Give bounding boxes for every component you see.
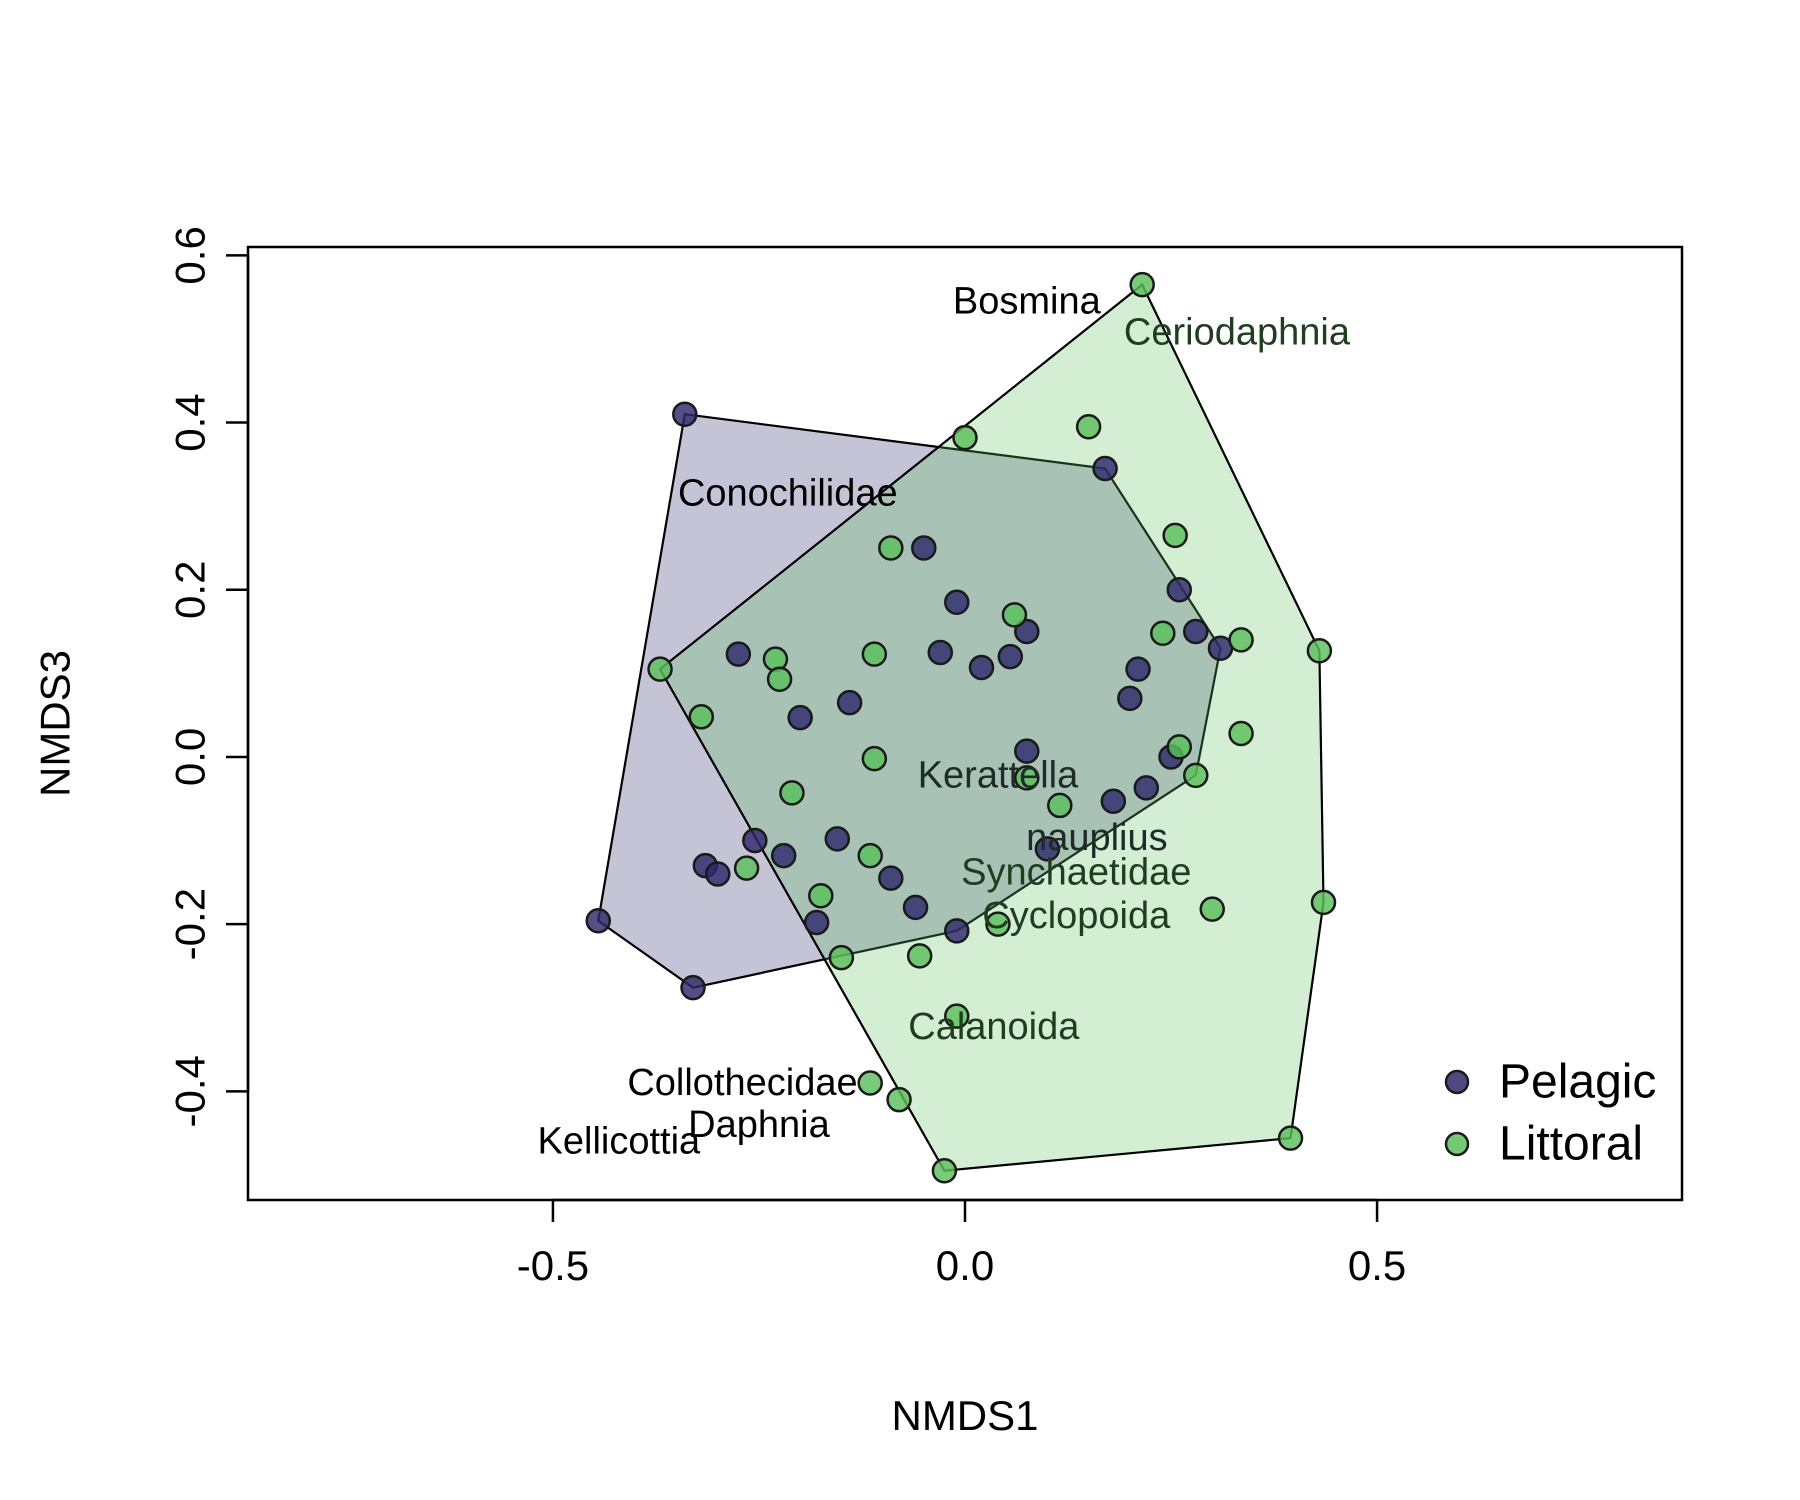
point-littoral	[857, 1070, 883, 1096]
point-littoral	[886, 1086, 912, 1113]
point-pelagic	[770, 842, 797, 869]
point-littoral	[1199, 896, 1225, 922]
point-littoral	[828, 944, 855, 971]
y-axis-title: NMDS3	[32, 650, 79, 797]
point-littoral	[1183, 762, 1209, 789]
point-pelagic	[787, 704, 813, 731]
point-littoral	[688, 704, 715, 730]
legend-label-pelagic: Pelagic	[1499, 1056, 1656, 1109]
point-littoral	[733, 855, 760, 881]
point-pelagic	[672, 401, 698, 427]
axis-layer: -0.5 0.0 0.5 -0.4 -0.2 0.0 0.2 0.4 0.6	[167, 226, 1407, 1289]
point-pelagic	[1092, 455, 1118, 482]
point-littoral	[779, 780, 805, 806]
species-label: Daphnia	[688, 1104, 830, 1146]
point-pelagic	[1117, 685, 1143, 712]
species-label: Kerattella	[918, 754, 1079, 796]
y-tick-label: 0.6	[167, 226, 214, 284]
point-pelagic	[1034, 836, 1061, 862]
point-pelagic	[1100, 788, 1127, 814]
x-tick-label: 0.5	[1348, 1242, 1406, 1289]
point-littoral	[1228, 720, 1254, 747]
point-littoral	[1047, 792, 1073, 819]
point-littoral	[931, 1157, 958, 1184]
point-pelagic	[911, 535, 937, 561]
species-label: Calanoida	[908, 1006, 1080, 1048]
y-tick-label: -0.2	[167, 888, 214, 960]
point-littoral	[1306, 638, 1333, 664]
point-pelagic	[725, 641, 752, 667]
species-label: Collothecidae	[627, 1062, 857, 1104]
species-label: Cyclopoida	[982, 895, 1171, 937]
species-label: Ceriodaphnia	[1124, 311, 1351, 353]
point-pelagic	[824, 826, 851, 852]
species-label: Kellicottia	[538, 1120, 701, 1162]
point-pelagic	[902, 894, 929, 921]
species-label: Synchaetidae	[961, 851, 1191, 893]
point-littoral	[1001, 602, 1028, 628]
point-littoral	[878, 535, 904, 561]
point-littoral	[861, 745, 888, 772]
point-littoral	[857, 842, 883, 869]
legend-swatch-pelagic	[1444, 1069, 1470, 1095]
point-littoral	[766, 666, 793, 692]
point-littoral	[1150, 620, 1176, 646]
legend-swatch-littoral	[1444, 1131, 1470, 1157]
point-pelagic	[927, 639, 954, 666]
point-littoral	[861, 641, 888, 667]
point-pelagic	[836, 689, 863, 716]
point-littoral	[952, 424, 978, 451]
point-pelagic	[680, 974, 706, 1001]
point-pelagic	[1014, 618, 1040, 645]
point-littoral	[944, 1003, 970, 1029]
x-tick-label: -0.5	[517, 1242, 589, 1289]
point-pelagic	[1133, 775, 1160, 801]
point-pelagic	[742, 827, 768, 854]
legend: Pelagic Littoral	[1444, 1056, 1656, 1171]
point-littoral	[1162, 522, 1188, 549]
point-pelagic	[585, 908, 612, 934]
y-tick-label: -0.4	[167, 1055, 214, 1127]
annotation-layer: Bosmina Ceriodaphnia Conochilidae Kerattell…	[538, 280, 1351, 1162]
point-littoral	[1310, 889, 1337, 916]
species-label: nauplius	[1026, 817, 1168, 859]
point-littoral	[985, 911, 1011, 937]
point-pelagic	[997, 643, 1024, 670]
point-pelagic	[968, 654, 995, 681]
point-littoral	[1228, 627, 1254, 653]
point-pelagic	[944, 918, 970, 944]
point-littoral	[906, 943, 933, 969]
y-tick-label: 0.2	[167, 561, 214, 619]
y-tick-label: 0.0	[167, 728, 214, 786]
y-tick-label: 0.4	[167, 393, 214, 451]
point-littoral	[1166, 734, 1193, 760]
x-axis-title: NMDS1	[891, 1392, 1038, 1439]
point-littoral	[1129, 271, 1155, 298]
point-pelagic	[803, 909, 830, 936]
point-littoral	[647, 656, 673, 682]
point-littoral	[808, 882, 834, 909]
legend-label-littoral: Littoral	[1499, 1118, 1643, 1171]
point-pelagic	[944, 589, 970, 616]
species-label: Bosmina	[953, 280, 1102, 322]
point-layer	[585, 271, 1337, 1184]
point-littoral	[1277, 1125, 1304, 1151]
point-littoral	[1014, 765, 1040, 791]
point-pelagic	[705, 861, 731, 887]
point-pelagic	[1183, 618, 1209, 645]
x-tick-label: 0.0	[936, 1242, 994, 1289]
point-pelagic	[1014, 738, 1040, 764]
point-pelagic	[878, 865, 904, 891]
species-label: Conochilidae	[678, 473, 898, 515]
point-pelagic	[1125, 656, 1151, 682]
point-littoral	[1075, 413, 1102, 440]
point-pelagic	[1166, 576, 1193, 603]
